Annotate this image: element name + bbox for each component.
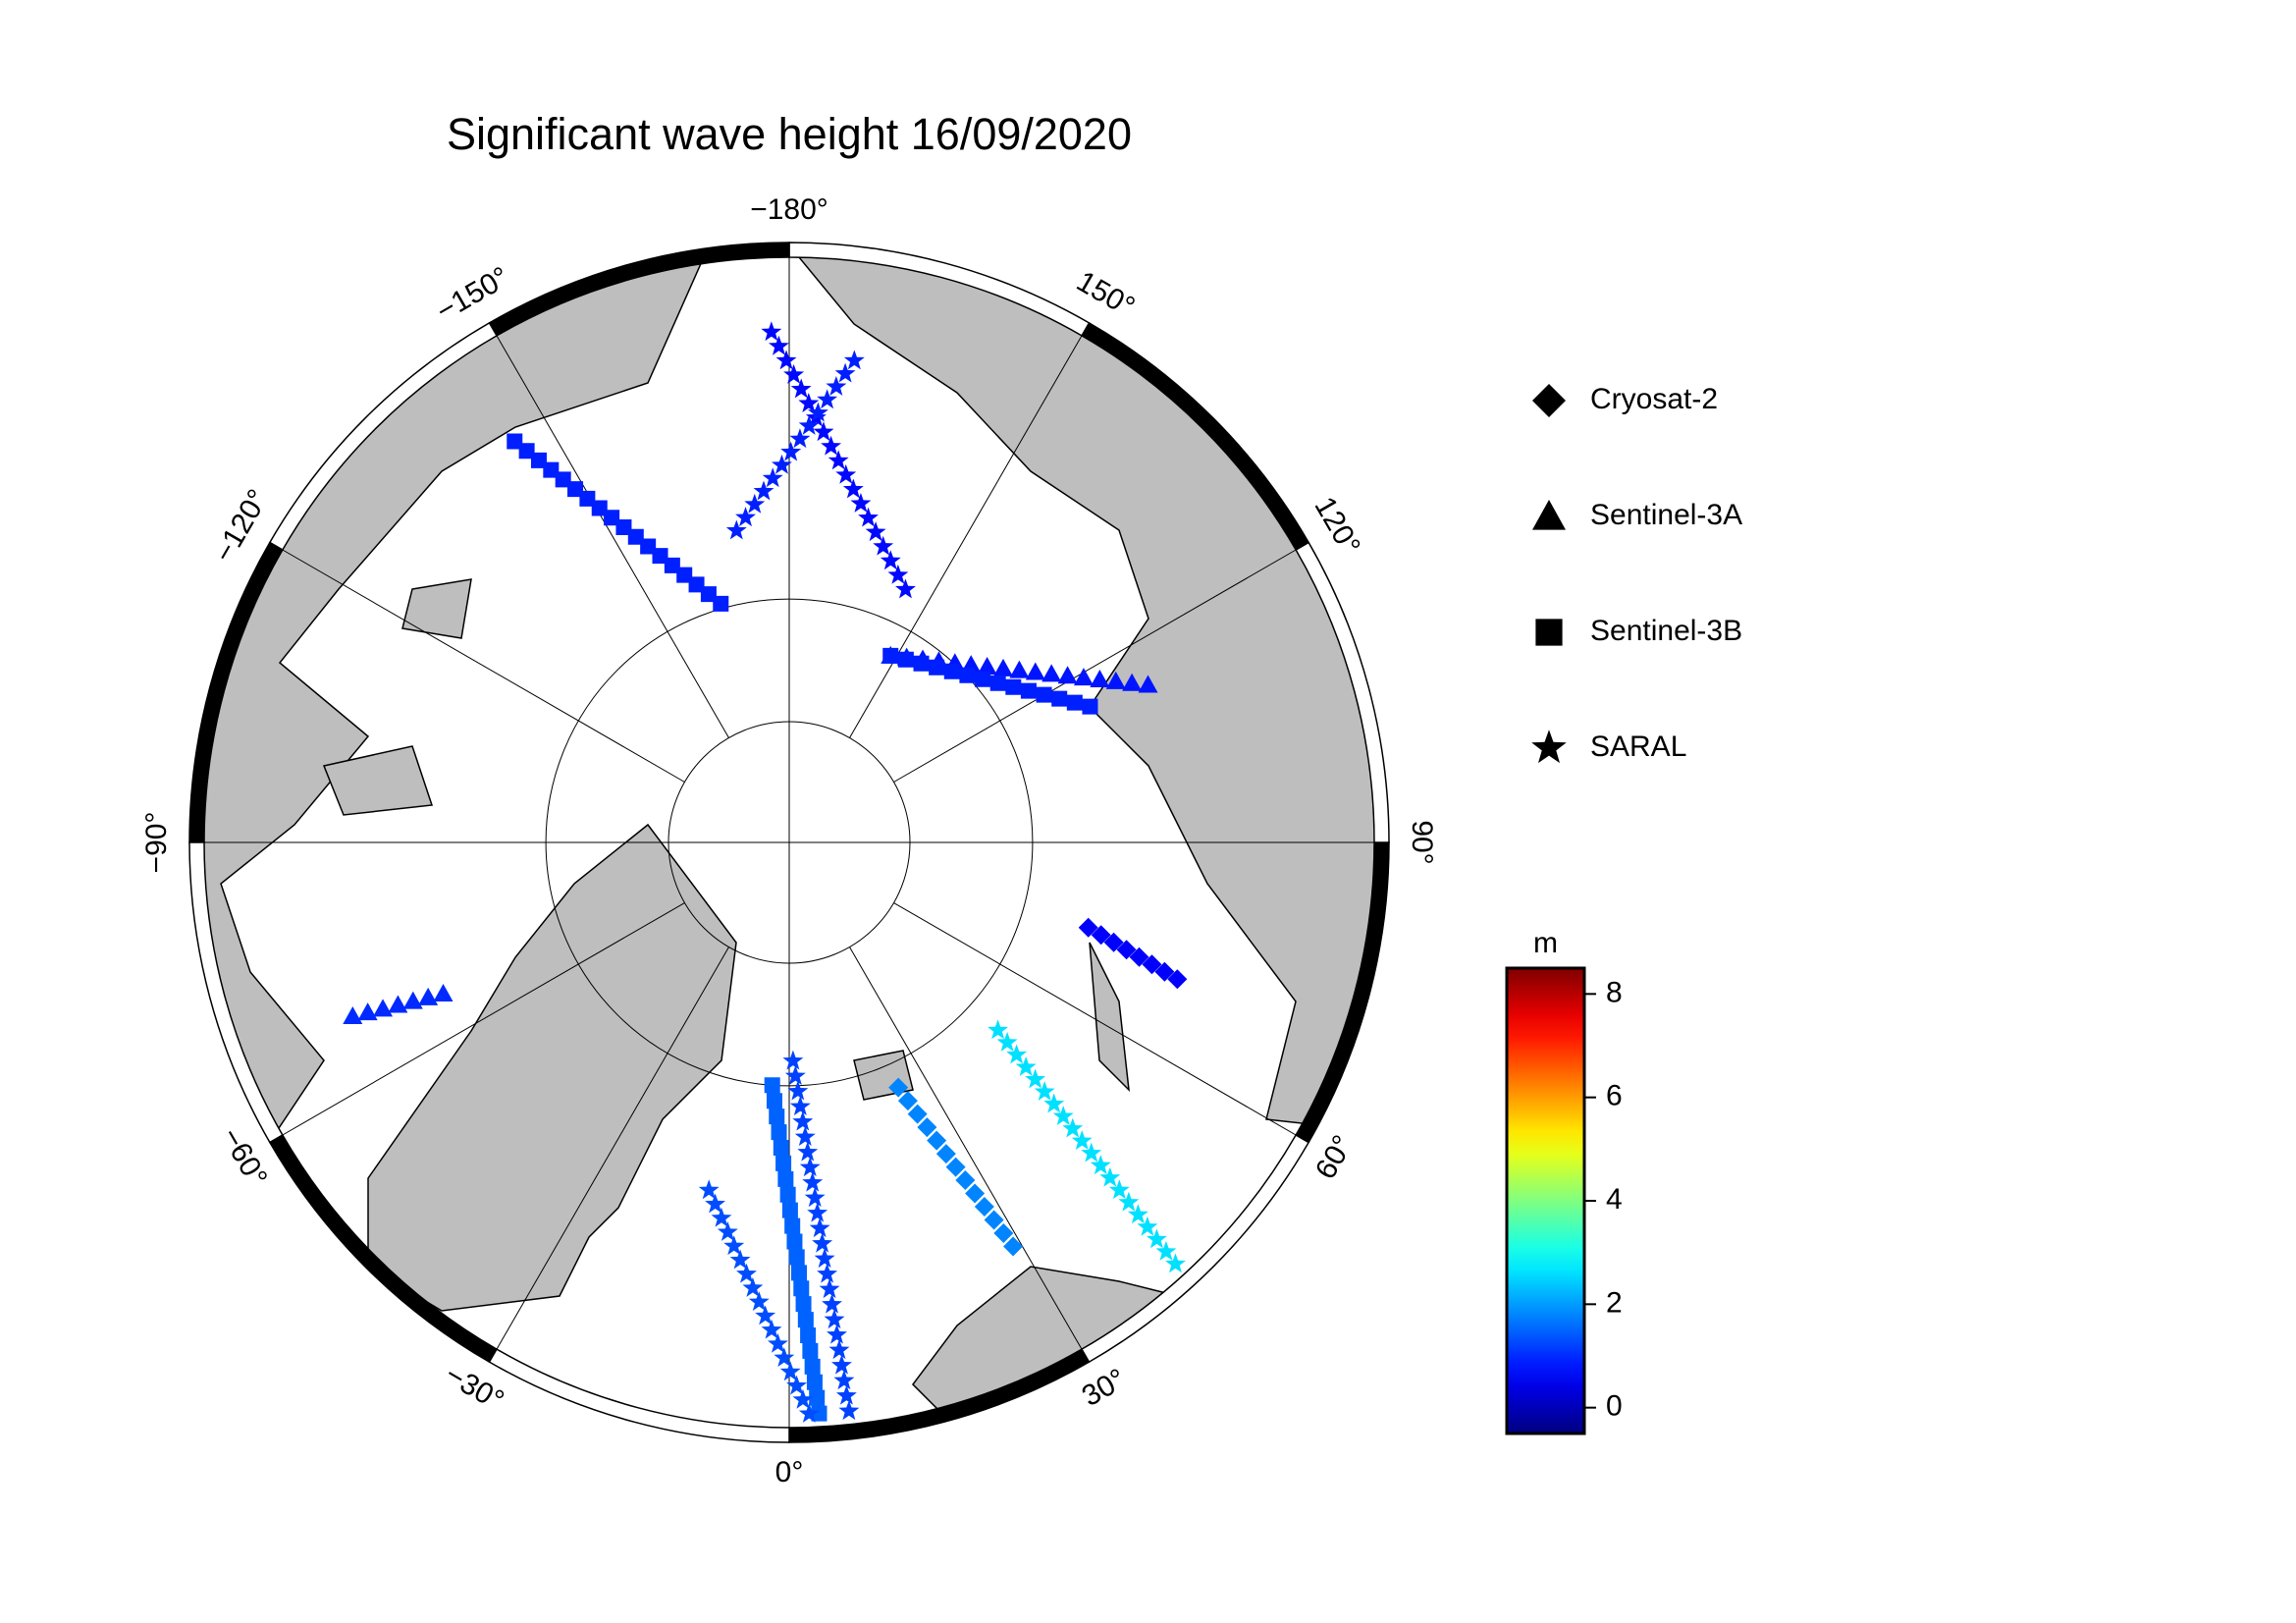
track-markers (881, 645, 1158, 693)
meridian (893, 549, 1297, 783)
track (782, 1050, 860, 1421)
meridian (282, 549, 685, 783)
legend-symbol (1532, 384, 1566, 417)
meridian (849, 335, 1083, 738)
graticule (204, 257, 1374, 1428)
frame-segment (1080, 1133, 1310, 1364)
track (698, 1179, 820, 1423)
longitude-label: −90° (140, 812, 173, 874)
island (853, 1050, 914, 1101)
track-markers (1078, 917, 1188, 990)
track-markers (725, 350, 865, 540)
colorbar: m 0 2 4 6 8 (1505, 927, 1623, 1435)
meridian (849, 947, 1083, 1350)
meridian (496, 335, 729, 738)
legend-label: Sentinel-3A (1590, 499, 1742, 531)
tracks (343, 321, 1188, 1423)
legend-label: Cryosat-2 (1590, 383, 1718, 415)
track (725, 350, 865, 540)
track (761, 321, 916, 599)
meridian (496, 947, 729, 1350)
track-markers (988, 1019, 1186, 1273)
greenland (367, 823, 737, 1312)
track-markers (507, 433, 729, 612)
track (764, 1077, 828, 1422)
legend: Cryosat-2 Sentinel-3A Sentinel-3B SARAL (1531, 383, 1742, 764)
frame-segment (488, 1348, 790, 1443)
track (507, 433, 729, 612)
island (401, 578, 472, 639)
legend-symbol (1532, 500, 1566, 530)
meridian (282, 902, 685, 1136)
meridian (893, 902, 1297, 1136)
track-markers (761, 321, 916, 599)
colorbar-tick-label: 0 (1606, 1390, 1623, 1423)
legend-symbol (1535, 619, 1563, 646)
track-markers (698, 1179, 820, 1423)
longitude-label: 0° (775, 1456, 804, 1488)
longitude-label: 60° (1309, 1130, 1360, 1185)
longitude-label: 30° (1077, 1363, 1132, 1413)
track-markers (343, 983, 454, 1024)
track-markers (782, 1050, 860, 1421)
colorbar-tick-label: 2 (1606, 1286, 1623, 1319)
colorbar-ramp (1505, 966, 1586, 1435)
legend-label: SARAL (1590, 730, 1686, 763)
map-title: Significant wave height 16/09/2020 (447, 109, 1132, 159)
track (343, 983, 454, 1024)
track-markers (882, 647, 1098, 715)
longitude-label: 150° (1071, 265, 1140, 324)
colorbar-tick-label: 8 (1606, 976, 1623, 1008)
track-markers (764, 1077, 828, 1422)
colorbar-tick-label: 6 (1606, 1080, 1623, 1112)
island (322, 745, 434, 816)
track (882, 647, 1098, 715)
frame (188, 242, 1390, 1443)
longitude-label: 120° (1308, 492, 1366, 561)
track (888, 1077, 1024, 1257)
track (1078, 917, 1188, 990)
legend-symbol (1531, 730, 1567, 764)
legend-label: Sentinel-3B (1590, 615, 1742, 647)
track (988, 1019, 1186, 1273)
island (1089, 942, 1130, 1093)
colorbar-unit: m (1533, 927, 1558, 959)
colorbar-tick-label: 4 (1606, 1183, 1623, 1216)
land (204, 257, 1374, 1428)
track (881, 645, 1158, 693)
longitude-label: 90° (1406, 820, 1438, 864)
longitude-label: −180° (750, 193, 828, 226)
track-markers (888, 1077, 1024, 1257)
